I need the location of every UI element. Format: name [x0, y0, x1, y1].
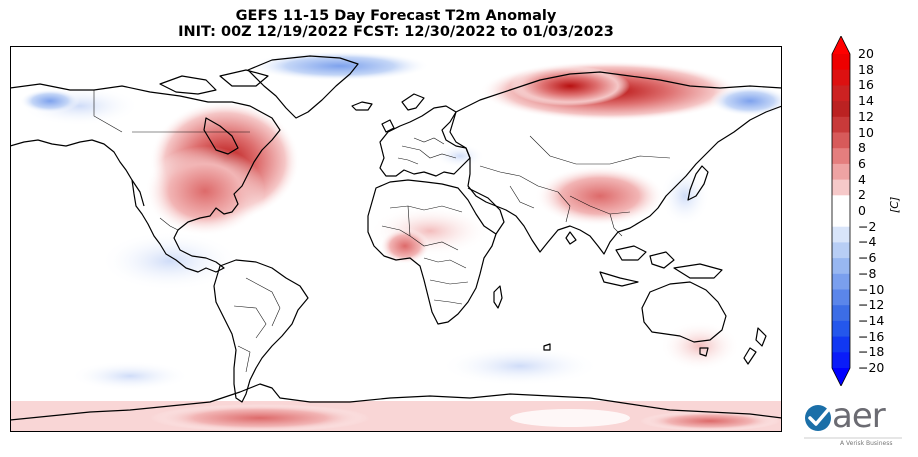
anomaly-map	[10, 46, 782, 432]
colorbar-band	[832, 336, 850, 353]
colorbar-band	[832, 85, 850, 102]
colorbar-tick-label: −18	[858, 344, 885, 360]
coast-asia	[449, 71, 782, 255]
coast-south-america	[213, 259, 309, 403]
coast-north-america	[10, 83, 281, 273]
colorbar-band	[832, 273, 850, 290]
colorbar-tick-label: −4	[858, 234, 877, 250]
map-subtitle: INIT: 00Z 12/19/2022 FCST: 12/30/2022 to…	[178, 24, 614, 40]
colorbar-band	[832, 352, 850, 369]
coast-hudson-bay	[203, 117, 239, 155]
colorbar-band	[832, 54, 850, 71]
colorbar-tick-label: 6	[858, 155, 866, 171]
cold-anomaly-greenland	[250, 51, 430, 81]
colorbar-tick-label: 10	[858, 124, 874, 140]
colorbar-outline	[831, 36, 851, 386]
anomaly-shading	[10, 51, 782, 432]
colorbar-band	[832, 179, 850, 196]
colorbar-tick-label: −16	[858, 328, 885, 344]
coast-australia	[641, 281, 727, 343]
colorbar-tick-label: −10	[858, 281, 885, 297]
colorbar-tick-label: 16	[858, 77, 874, 93]
cold-anomaly-japan	[660, 166, 710, 226]
colorbar-band	[832, 289, 850, 306]
colorbar-max-extend	[832, 36, 850, 54]
colorbar-band	[832, 195, 850, 212]
map-title: GEFS 11-15 Day Forecast T2m Anomaly	[235, 8, 557, 24]
colorbar-band	[832, 242, 850, 259]
colorbar-band	[832, 148, 850, 165]
colorbar-band	[832, 258, 850, 275]
colorbar-tick-label: −12	[858, 297, 885, 313]
colorbar-min-extend	[832, 368, 850, 386]
colorbar-band	[832, 211, 850, 228]
colorbar-unit: [C]	[888, 196, 901, 213]
coast-greenland	[247, 55, 359, 119]
colorbar-tick-label: 2	[858, 187, 866, 203]
colorbar-tick-label: −20	[858, 360, 885, 375]
colorbar-band	[832, 116, 850, 133]
colorbar	[831, 36, 851, 386]
colorbar-tick-label: −14	[858, 312, 885, 328]
colorbar-tick-label: 8	[858, 140, 866, 156]
country-borders	[93, 90, 671, 373]
map-frame	[10, 46, 782, 432]
colorbar-tick-label: −8	[858, 265, 877, 281]
coast-antarctica	[10, 383, 782, 421]
colorbar-band	[832, 69, 850, 86]
colorbar-tick-label: 14	[858, 93, 874, 109]
coast-africa	[367, 179, 497, 325]
coast-japan	[687, 165, 709, 201]
aer-logo-icon	[804, 405, 902, 439]
colorbar-tick-label: 4	[858, 171, 866, 187]
warm-anomaly-china	[535, 166, 665, 226]
colorbar-tick-label: 20	[858, 46, 874, 61]
colorbar-band	[832, 226, 850, 243]
colorbar-tick-label: 18	[858, 61, 874, 77]
colorbar-tick-label: −2	[858, 218, 877, 234]
coastlines	[10, 55, 782, 421]
colorbar-tick-label: 0	[858, 203, 866, 218]
logo-subtext: A Verisk Business	[840, 440, 893, 447]
colorbar-band	[832, 320, 850, 338]
colorbar-band	[832, 305, 850, 322]
colorbar-tick-label: −6	[858, 250, 877, 266]
colorbar-band	[832, 163, 850, 181]
colorbar-tick-label: 12	[858, 108, 874, 124]
colorbar-band	[832, 101, 850, 118]
colorbar-band	[832, 132, 850, 149]
logo-wordmark: aer	[832, 396, 886, 436]
